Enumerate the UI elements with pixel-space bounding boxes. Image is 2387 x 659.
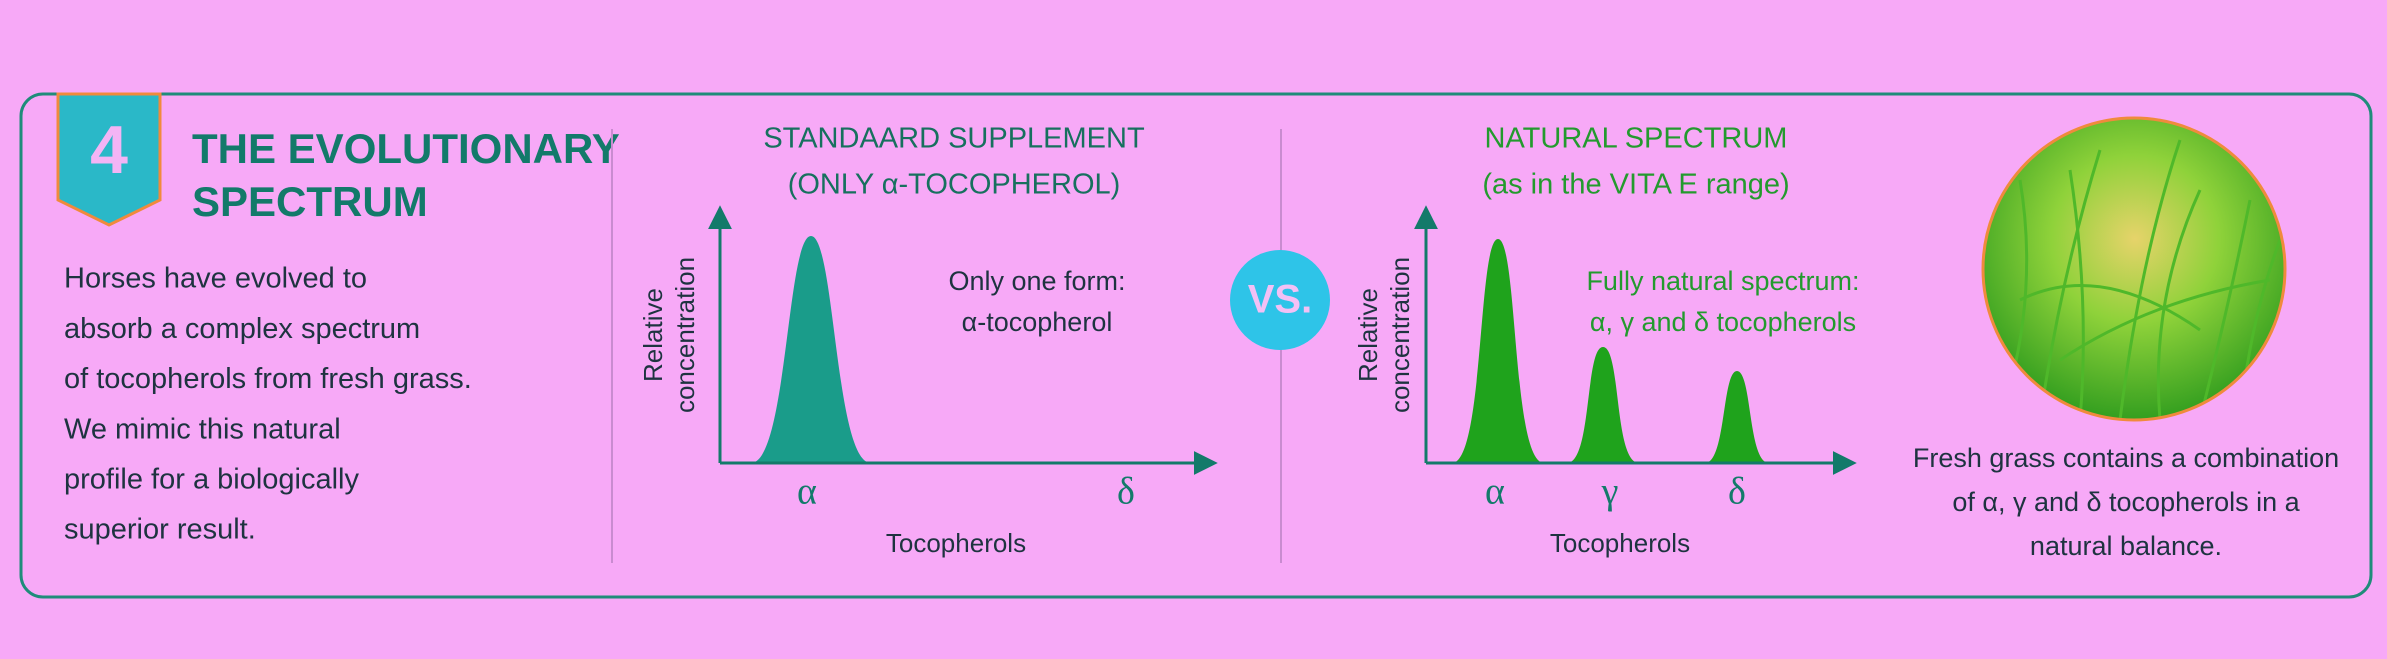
intro-line: of tocopherols from fresh grass.	[64, 363, 472, 395]
panel-title: (ONLY α-TOCOPHEROL)	[788, 169, 1121, 201]
panel-title: (as in the VITA E range)	[1482, 169, 1789, 201]
panel-title: STANDAARD SUPPLEMENT	[763, 123, 1145, 155]
peak-label: δ	[1728, 471, 1746, 513]
vs-text: VS.	[1248, 278, 1312, 322]
annotation: Fully natural spectrum:	[1586, 266, 1859, 296]
caption: Fresh grass contains a combination	[1913, 443, 2339, 473]
peak-label: γ	[1601, 471, 1619, 513]
title: THE EVOLUTIONARY	[192, 125, 620, 172]
image-border	[1981, 116, 2287, 422]
intro-line: profile for a biologically	[64, 463, 359, 495]
frame	[19, 92, 2373, 599]
caption: of α, γ and δ tocopherols in a	[1952, 487, 2300, 517]
grass-image	[1984, 119, 2284, 419]
intro: Horses have evolved to absorb a complex s…	[64, 263, 472, 546]
badge-number: 4	[90, 112, 128, 188]
y-label: Relative	[1353, 288, 1383, 382]
title: SPECTRUM	[192, 178, 428, 225]
y-label: concentration	[670, 257, 700, 413]
intro-line: Horses have evolved to	[64, 263, 367, 295]
x-label: Tocopherols	[1550, 528, 1690, 558]
peak	[1452, 239, 1544, 463]
intro-line: We mimic this natural	[64, 413, 341, 445]
peak	[1705, 371, 1769, 463]
annotation: Only one form:	[948, 266, 1125, 296]
annotation: α-tocopherol	[962, 307, 1113, 337]
intro-line: superior result.	[64, 514, 256, 546]
peak-label: α	[1485, 471, 1505, 513]
intro-line: absorb a complex spectrum	[64, 313, 420, 345]
annotation: α, γ and δ tocopherols	[1590, 307, 1856, 337]
peak	[1567, 347, 1639, 463]
vs-badge	[1230, 250, 1330, 350]
caption: natural balance.	[2030, 531, 2222, 561]
y-label: Relative	[638, 288, 668, 382]
x-label: Tocopherols	[886, 528, 1026, 558]
peak-label: δ	[1117, 471, 1135, 513]
peak-label: α	[797, 471, 817, 513]
y-label: concentration	[1385, 257, 1415, 413]
badge-shape	[56, 92, 162, 227]
peak	[751, 236, 871, 463]
panel-title: NATURAL SPECTRUM	[1485, 123, 1788, 155]
